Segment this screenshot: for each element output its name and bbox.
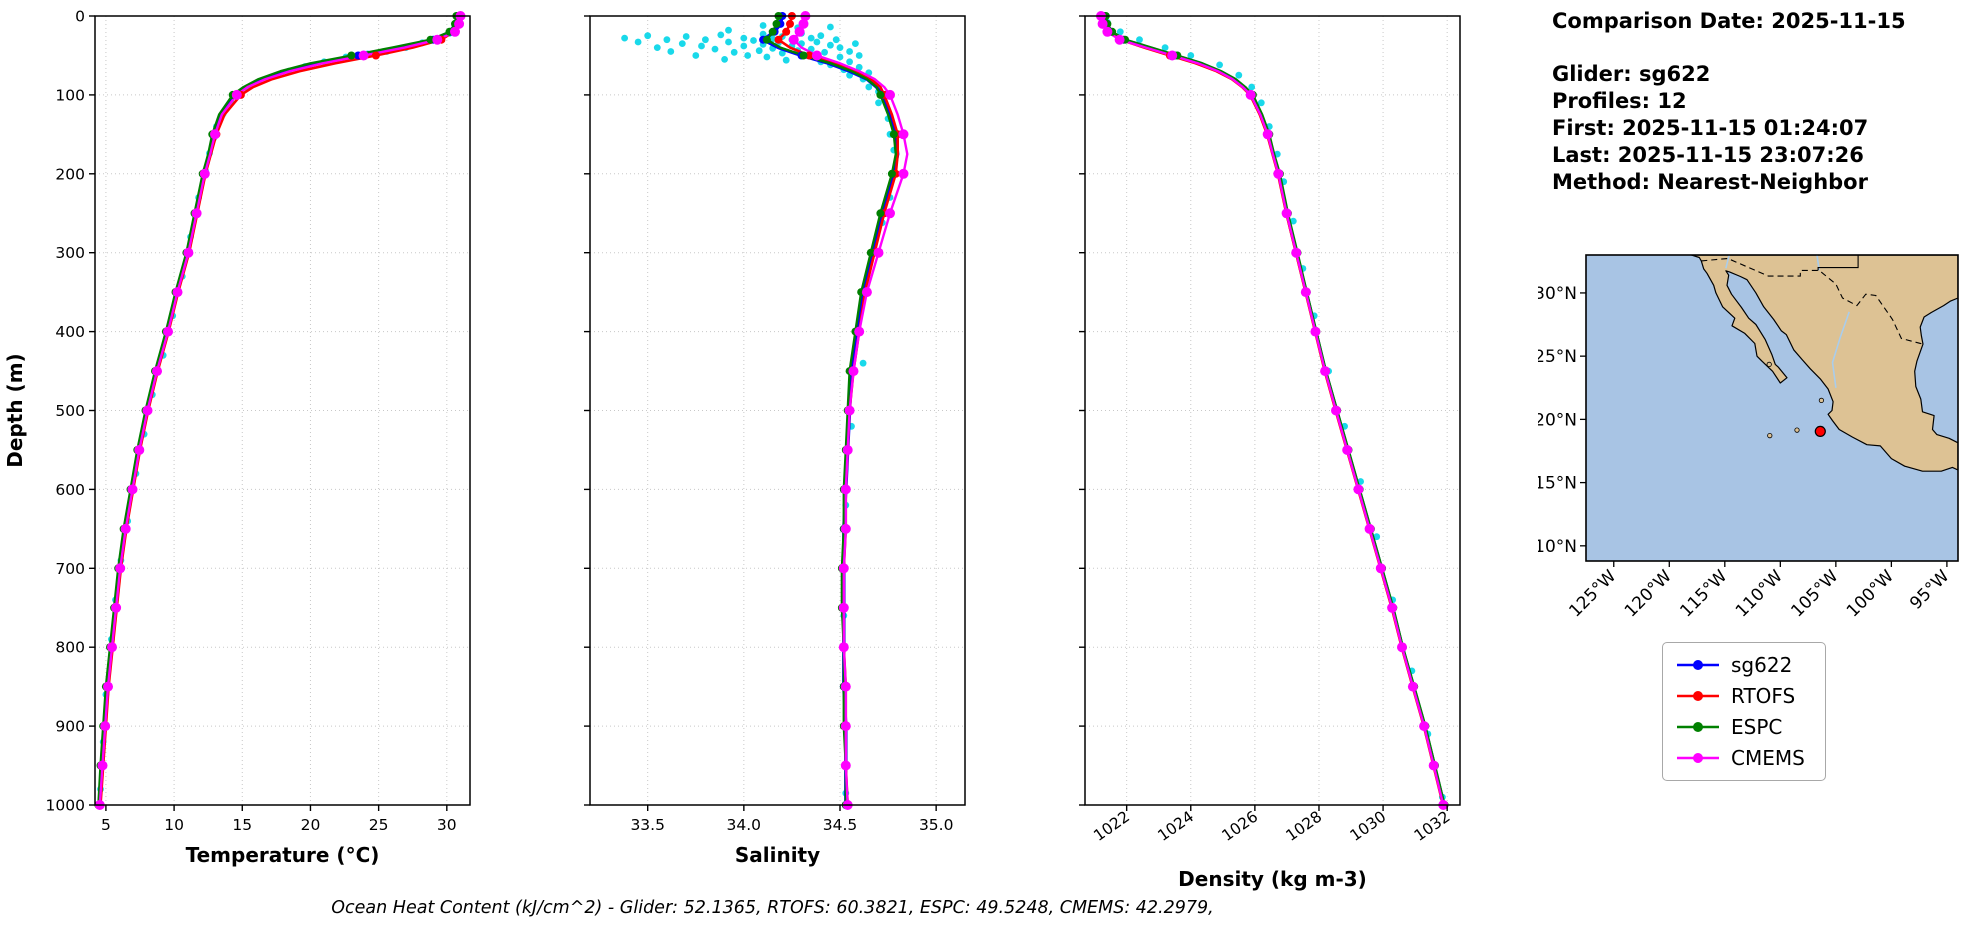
legend-label: sg622 — [1731, 653, 1793, 677]
map-river — [1725, 255, 1730, 269]
x-tick-label: 10 — [164, 816, 184, 834]
lon-tick-label: 100°W — [1843, 566, 1898, 621]
sg622-markers — [1100, 12, 1448, 809]
state-border-line — [1817, 255, 1859, 271]
legend-label: ESPC — [1731, 715, 1783, 739]
comparison-date: Comparison Date: 2025-11-15 — [1552, 9, 1906, 33]
y-tick-label: 900 — [55, 718, 85, 736]
legend-line-sample — [1677, 753, 1719, 763]
legend-item-RTOFS: RTOFS — [1675, 684, 1805, 708]
CMEMS-markers — [94, 11, 466, 810]
y-tick-label: 100 — [55, 86, 85, 104]
lat-tick-label: 20°N — [1538, 410, 1577, 430]
y-tick-label: 800 — [55, 639, 85, 657]
legend-item-CMEMS: CMEMS — [1675, 746, 1805, 770]
lat-tick-label: 10°N — [1538, 537, 1577, 557]
map-river — [1831, 311, 1850, 388]
lon-tick-label: 115°W — [1676, 566, 1731, 621]
location-map: 30°N 25°N 20°N 15°N 10°N 125°W 120°W 115°W 110°W… — [1538, 254, 1959, 621]
legend: sg622 RTOFS ESPC CMEMS — [1662, 642, 1826, 781]
y-axis-label: Depth (m) — [3, 353, 27, 467]
x-tick-label: 33.5 — [630, 816, 665, 834]
x-tick-label: 35.0 — [919, 816, 954, 834]
map-frame — [1585, 254, 1959, 562]
y-tick-label: 200 — [55, 165, 85, 183]
lat-tick-label: 15°N — [1538, 474, 1577, 494]
legend-label: RTOFS — [1731, 684, 1796, 708]
info-method-line: Method: Nearest-Neighbor — [1552, 170, 1868, 194]
info-glider-line: Glider: sg622 — [1552, 62, 1711, 86]
RTOFS-markers — [1098, 12, 1447, 809]
lat-tick-label: 30°N — [1538, 284, 1577, 304]
info-panel: Comparison Date: 2025-11-15 Glider: sg62… — [1552, 8, 1906, 196]
legend-line-sample — [1677, 660, 1719, 670]
x-tick-label: 34.5 — [823, 816, 858, 834]
lon-tick-label: 95°W — [1906, 566, 1953, 613]
density-profile-chart: 1022 1024 1026 1028 1030 1032 Density (kg m-3) — [1079, 11, 1461, 891]
CMEMS-line — [98, 15, 462, 806]
info-profiles-line: Profiles: 12 — [1552, 89, 1687, 113]
temperature-profile-chart: 5 10 15 20 25 3001002003004005006007008009001… — [3, 8, 471, 867]
lon-tick-label: 120°W — [1621, 566, 1676, 621]
info-last-line: Last: 2025-11-15 23:07:26 — [1552, 143, 1864, 167]
x-tick-label: 34.0 — [727, 816, 762, 834]
y-tick-label: 700 — [55, 560, 85, 578]
map-island — [1818, 397, 1824, 403]
glider-raw-scatter — [621, 22, 898, 797]
x-tick-label: 1030 — [1347, 808, 1390, 845]
lon-tick-label: 105°W — [1787, 566, 1842, 621]
map-island — [1766, 361, 1772, 368]
legend-item-ESPC: ESPC — [1675, 715, 1805, 739]
x-tick-label: 25 — [369, 816, 389, 834]
ohc-caption: Ocean Heat Content (kJ/cm^2) - Glider: 5… — [331, 898, 1214, 918]
y-tick-label: 0 — [75, 8, 85, 26]
x-tick-label: 1026 — [1219, 808, 1262, 845]
map-island — [1767, 433, 1773, 439]
glider-raw-scatter — [97, 16, 463, 793]
glider-position-marker — [1814, 425, 1826, 437]
map-island — [1794, 427, 1800, 433]
x-axis-label: Temperature (°C) — [186, 843, 380, 867]
glider-raw-scatter — [1104, 18, 1446, 801]
map-land — [1690, 255, 1958, 472]
legend-line-sample — [1677, 722, 1719, 732]
x-tick-label: 15 — [232, 816, 252, 834]
legend-label: CMEMS — [1731, 746, 1805, 770]
y-tick-label: 400 — [55, 323, 85, 341]
y-tick-label: 500 — [55, 402, 85, 420]
x-axis-label: Salinity — [735, 843, 820, 867]
lon-tick-label: 110°W — [1732, 566, 1787, 621]
lat-tick-label: 25°N — [1538, 347, 1577, 367]
x-tick-label: 1028 — [1283, 808, 1326, 845]
legend-line-sample — [1677, 691, 1719, 701]
x-tick-label: 20 — [301, 816, 321, 834]
salinity-profile-chart: 33.5 34.0 34.5 35.0 Salinity — [584, 11, 966, 867]
y-tick-label: 600 — [55, 481, 85, 499]
x-tick-label: 30 — [437, 816, 457, 834]
legend-item-sg622: sg622 — [1675, 653, 1805, 677]
x-tick-label: 1022 — [1090, 808, 1133, 845]
CMEMS-markers — [1096, 11, 1449, 810]
y-tick-label: 300 — [55, 244, 85, 262]
info-first-line: First: 2025-11-15 01:24:07 — [1552, 116, 1869, 140]
lon-tick-label: 125°W — [1565, 566, 1620, 621]
x-axis-label: Density (kg m-3) — [1178, 867, 1367, 891]
y-tick-label: 1000 — [46, 797, 85, 815]
x-tick-label: 1024 — [1154, 808, 1197, 845]
x-tick-label: 5 — [101, 816, 111, 834]
x-tick-label: 1032 — [1411, 808, 1454, 845]
